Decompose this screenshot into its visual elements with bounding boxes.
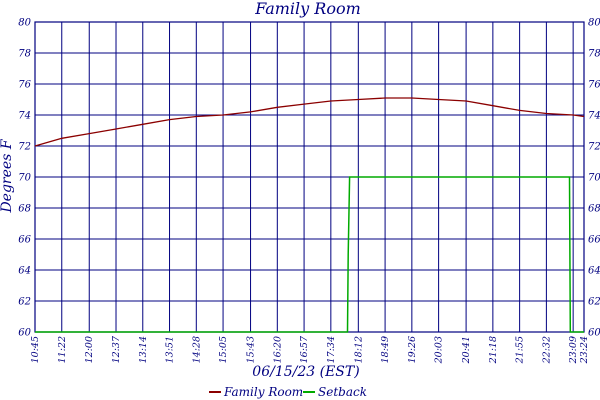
series-layer [34, 97, 585, 333]
y-tick-label-right: 66 [588, 235, 600, 246]
y-tick-label-right: 74 [588, 111, 600, 122]
chart-title: Family Room [254, 0, 361, 18]
x-tick-label: 14:28 [191, 336, 202, 363]
y-tick-label-left: 78 [18, 49, 31, 60]
y-tick-label-left: 72 [18, 142, 31, 153]
y-axis-label: Degrees F [0, 138, 15, 213]
x-tick-label: 12:37 [111, 335, 122, 363]
x-tick-label: 18:12 [353, 336, 364, 363]
y-tick-label-left: 74 [18, 111, 31, 122]
y-tick-label-right: 68 [588, 204, 600, 215]
y-tick-label-right: 78 [588, 49, 600, 60]
y-tick-label-left: 64 [18, 266, 31, 277]
y-tick-label-right: 76 [588, 80, 600, 91]
x-tick-label: 13:14 [138, 336, 149, 363]
x-tick-label: 23:24 [579, 336, 590, 364]
x-tick-label: 19:26 [407, 336, 418, 363]
x-tick-label: 23:09 [568, 336, 579, 364]
y-tick-label-left: 60 [18, 328, 31, 339]
x-tick-label: 21:55 [515, 336, 526, 364]
x-tick-label: 13:51 [165, 336, 176, 363]
y-tick-label-right: 62 [588, 297, 600, 308]
legend-setback-label: Setback [318, 385, 367, 399]
y-tick-label-left: 76 [18, 80, 31, 91]
x-tick-label: 21:18 [488, 336, 499, 364]
x-tick-label: 15:43 [246, 336, 257, 363]
series-line-family-room [34, 97, 585, 147]
x-tick-label: 18:49 [380, 336, 391, 363]
x-tick-label: 16:20 [272, 336, 283, 363]
y-tick-label-left: 66 [18, 235, 31, 246]
y-tick-label-left: 62 [18, 297, 31, 308]
x-tick-label: 12:00 [84, 336, 95, 363]
y-tick-label-right: 70 [588, 173, 600, 184]
y-tick-label-right: 72 [588, 142, 600, 153]
tick-labels: 60 60 62 62 64 64 66 66 68 68 70 70 72 72 74 74 76 76 78 78… [18, 18, 600, 365]
x-tick-label: 22:32 [541, 336, 552, 364]
x-tick-label: 20:03 [434, 336, 445, 364]
x-tick-label: 15:05 [218, 336, 229, 363]
x-tick-label: 11:22 [57, 336, 68, 363]
x-tick-label: 16:57 [299, 335, 310, 363]
x-axis-label: 06/15/23 (EST) [252, 364, 359, 380]
y-tick-label-left: 68 [18, 204, 31, 215]
series-line-setback [35, 176, 584, 333]
legend-family-room-label: Family Room [223, 385, 303, 399]
x-tick-label: 17:34 [326, 336, 337, 363]
y-tick-label-right: 60 [588, 328, 600, 339]
y-tick-label-left: 70 [18, 173, 31, 184]
legend: Family Room Setback [209, 385, 367, 399]
x-tick-label: 20:41 [461, 336, 472, 364]
y-tick-label-right: 64 [588, 266, 600, 277]
x-tick-label: 10:45 [30, 336, 41, 363]
y-tick-label-left: 80 [18, 18, 31, 29]
y-tick-label-right: 80 [588, 18, 600, 29]
